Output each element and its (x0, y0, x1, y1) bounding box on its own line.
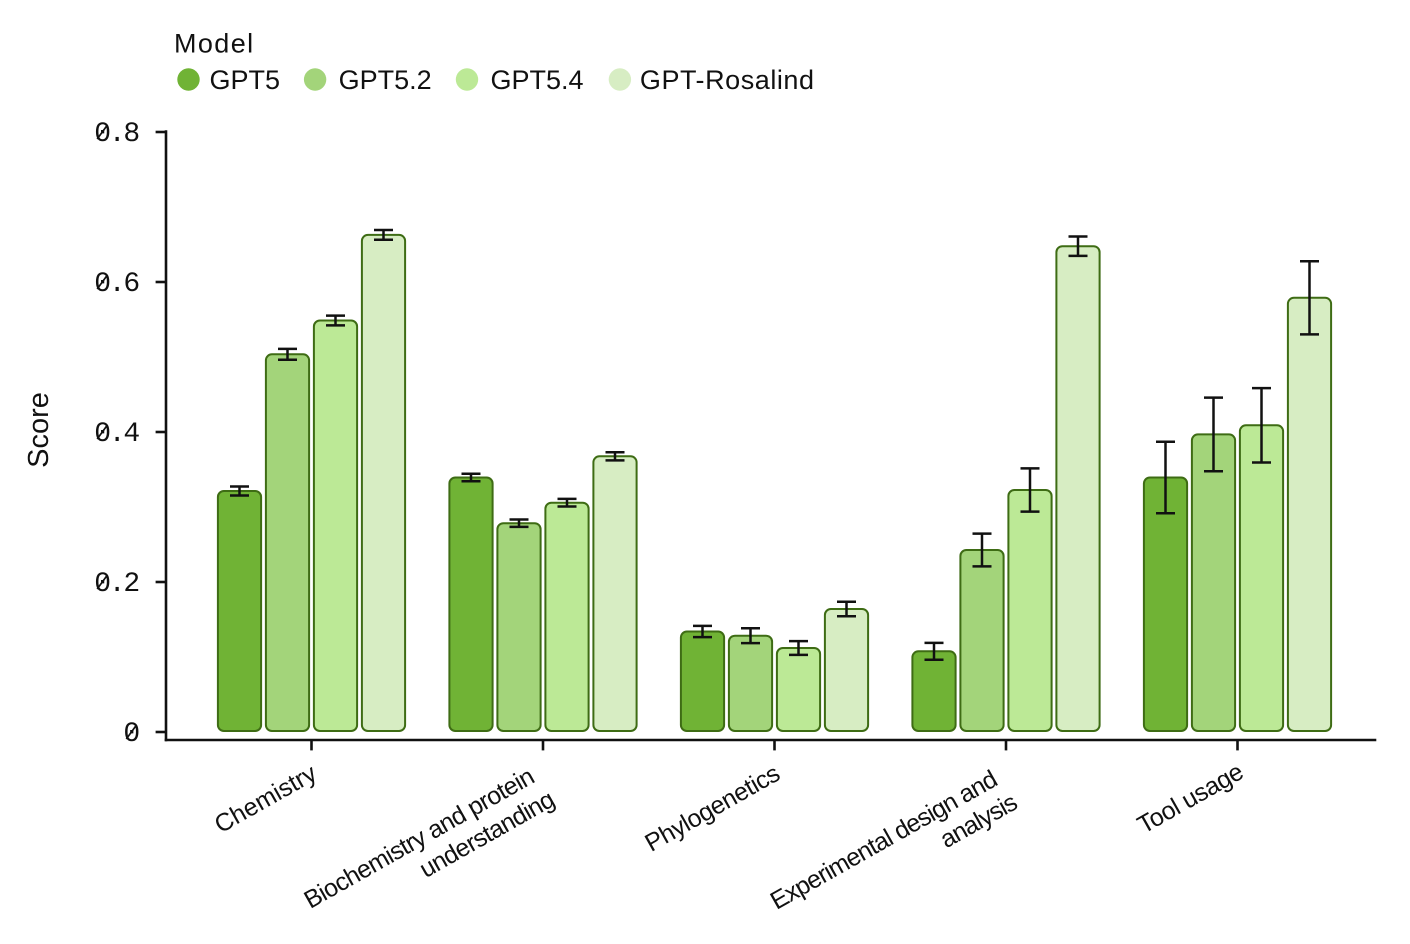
svg-text:0.8: 0.8 (94, 119, 138, 150)
svg-text:Model: Model (174, 29, 255, 59)
svg-text:0: 0 (123, 719, 139, 750)
svg-text:0.6: 0.6 (94, 269, 138, 300)
svg-text:0.2: 0.2 (94, 569, 138, 600)
svg-text:GPT5.4: GPT5.4 (491, 65, 584, 95)
svg-text:GPT5.2: GPT5.2 (339, 65, 432, 95)
svg-text:GPT5: GPT5 (210, 65, 281, 95)
svg-text:0.4: 0.4 (94, 419, 139, 450)
svg-text:Score: Score (23, 392, 55, 468)
svg-text:GPT-Rosalind: GPT-Rosalind (640, 65, 815, 95)
